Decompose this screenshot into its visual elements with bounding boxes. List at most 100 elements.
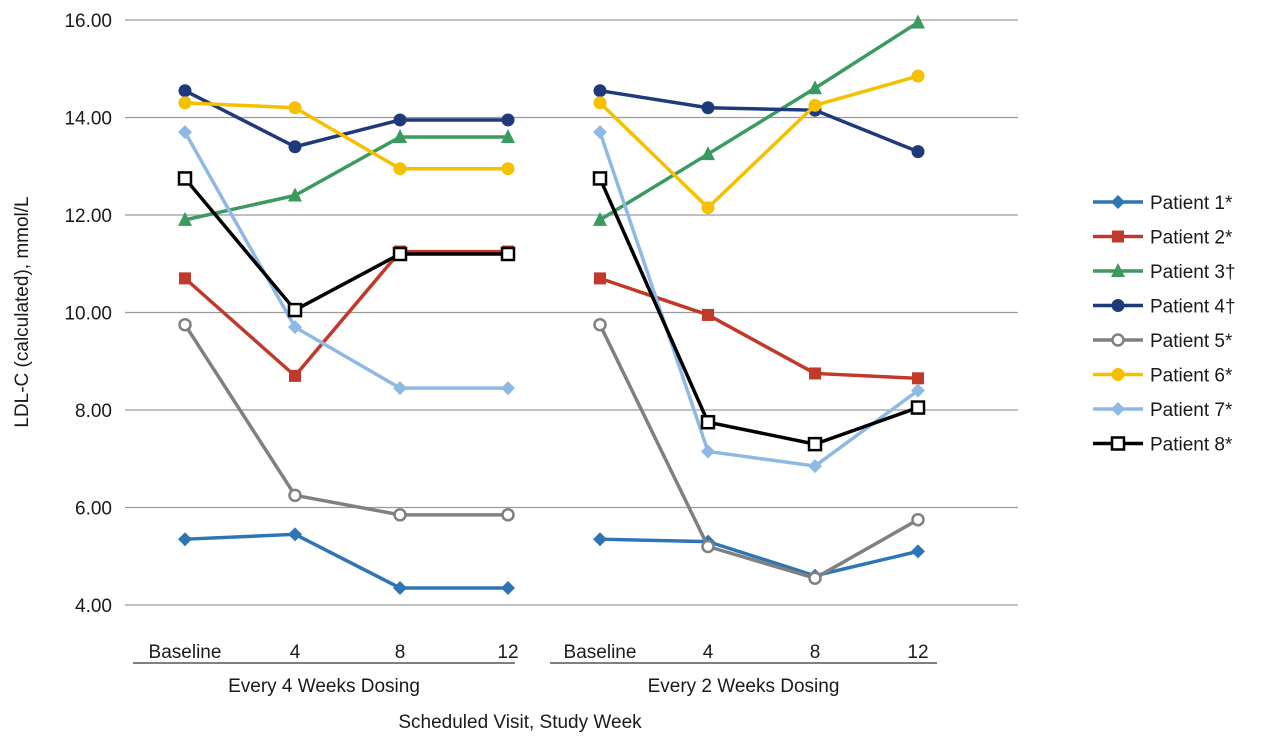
- data-point: [393, 580, 407, 595]
- data-point: [289, 369, 301, 382]
- series-patient-1: [178, 527, 925, 595]
- data-point: [808, 459, 822, 474]
- legend-marker: [1111, 333, 1125, 347]
- series-line: [183, 323, 508, 517]
- x-tick-label: 8: [395, 642, 406, 663]
- series-line: [599, 537, 919, 578]
- data-point: [178, 317, 192, 332]
- legend-label: Patient 3†: [1150, 262, 1236, 283]
- x-axis-title: Scheduled Visit, Study Week: [398, 712, 642, 733]
- legend-item: Patient 6*: [1093, 366, 1233, 387]
- data-point: [809, 367, 821, 380]
- data-point: [501, 113, 515, 127]
- data-point: [593, 532, 607, 547]
- legend-item: Patient 7*: [1093, 400, 1233, 421]
- data-point: [393, 162, 407, 176]
- series-line: [599, 20, 919, 222]
- legend: Patient 1* Patient 2* Patient 3† Patient 4†…: [1093, 193, 1236, 456]
- data-point: [911, 14, 925, 29]
- y-axis-title: LDL-C (calculated), mmol/L: [12, 196, 33, 427]
- series-line: [184, 532, 508, 590]
- x-tick-label: Baseline: [149, 642, 222, 663]
- group-label: Every 2 Weeks Dosing: [648, 676, 840, 697]
- legend-marker: [1111, 263, 1125, 277]
- legend-item: Patient 1*: [1093, 193, 1233, 214]
- legend-item: Patient 4†: [1093, 297, 1236, 318]
- x-tick-label: 4: [290, 642, 301, 663]
- data-point: [288, 527, 302, 542]
- data-point: [288, 488, 302, 503]
- data-point: [288, 140, 302, 154]
- x-axis-ticks: Baseline 4 8 12 Every 4 Weeks Dosing Baseline…: [133, 642, 937, 697]
- data-point: [593, 125, 607, 140]
- data-point: [701, 444, 715, 459]
- data-point: [702, 308, 714, 321]
- x-tick-label: 12: [907, 642, 928, 663]
- data-point: [593, 317, 607, 332]
- series-line: [183, 177, 508, 312]
- gridlines: [125, 19, 1018, 606]
- data-point: [593, 96, 607, 110]
- data-point: [911, 544, 925, 559]
- data-point: [911, 512, 925, 527]
- data-point: [701, 101, 715, 115]
- data-point: [393, 113, 407, 127]
- data-point: [911, 383, 925, 398]
- legend-marker: [1111, 195, 1125, 209]
- group-label: Every 4 Weeks Dosing: [228, 676, 420, 697]
- legend-item: Patient 2*: [1093, 228, 1233, 249]
- legend-label: Patient 4†: [1150, 297, 1236, 318]
- series-lines: [177, 14, 926, 595]
- data-point: [910, 400, 926, 415]
- x-tick-label: 4: [703, 642, 714, 663]
- series-patient-6: [178, 69, 925, 215]
- data-point: [288, 320, 302, 335]
- series-line: [183, 131, 508, 390]
- data-point: [807, 436, 823, 452]
- series-line: [183, 249, 508, 378]
- legend-marker: [1111, 368, 1125, 381]
- data-point: [808, 80, 822, 95]
- data-point: [178, 125, 192, 140]
- legend-item: Patient 8*: [1093, 435, 1233, 456]
- series-line: [599, 276, 919, 381]
- series-line: [184, 89, 508, 149]
- y-axis-ticks: 4.00 6.00 8.00 10.00 12.00 14.00 16.00: [64, 11, 112, 617]
- legend-marker: [1111, 402, 1125, 416]
- data-point: [500, 246, 516, 262]
- data-point: [393, 381, 407, 396]
- data-point: [912, 372, 924, 385]
- legend-label: Patient 2*: [1150, 228, 1233, 249]
- data-point: [501, 508, 515, 522]
- data-point: [911, 145, 925, 159]
- series-patient-4: [178, 84, 925, 159]
- series-patient-8: [177, 171, 926, 452]
- series-line: [598, 74, 919, 210]
- y-tick-label: 6.00: [75, 499, 112, 520]
- legend-marker: [1112, 230, 1124, 243]
- data-point: [177, 171, 193, 186]
- y-tick-label: 4.00: [75, 596, 112, 617]
- series-line: [599, 88, 919, 154]
- data-point: [700, 414, 716, 430]
- series-line: [184, 101, 508, 171]
- legend-label: Patient 5*: [1150, 331, 1233, 352]
- data-point: [701, 201, 715, 215]
- series-patient-7: [178, 125, 925, 474]
- legend-item: Patient 5*: [1093, 331, 1233, 352]
- data-point: [593, 84, 607, 98]
- data-point: [393, 129, 407, 143]
- data-point: [178, 84, 192, 98]
- legend-label: Patient 6*: [1150, 366, 1233, 387]
- data-point: [593, 211, 607, 226]
- series-patient-3: [178, 14, 925, 226]
- data-point: [808, 98, 822, 112]
- data-point: [501, 580, 515, 595]
- data-point: [178, 96, 192, 110]
- y-tick-label: 16.00: [64, 11, 112, 32]
- data-point: [501, 381, 515, 396]
- legend-label: Patient 1*: [1150, 193, 1233, 214]
- x-tick-label: 12: [497, 642, 518, 663]
- y-tick-label: 12.00: [64, 206, 112, 227]
